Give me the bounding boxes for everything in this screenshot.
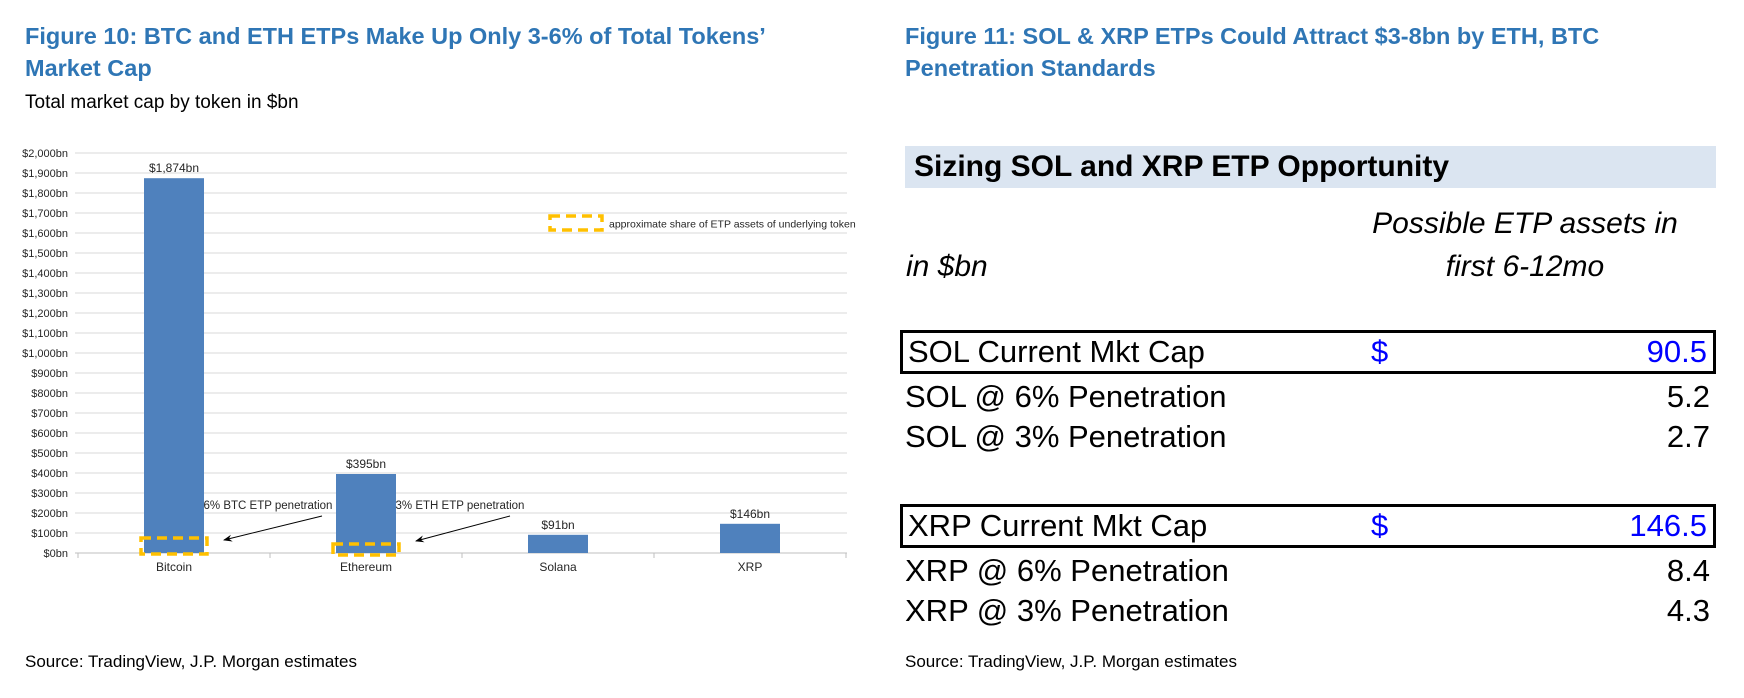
figure10-subtitle: Total market cap by token in $bn xyxy=(25,92,299,113)
table-row-sol-3pct: SOL @ 3% Penetration 2.7 xyxy=(900,417,1716,457)
y-axis-tick-label: $1,700bn xyxy=(22,208,68,220)
row-value: 2.7 xyxy=(1666,419,1710,454)
y-axis-tick-label: $200bn xyxy=(31,508,68,520)
figure10-title: Figure 10: BTC and ETH ETPs Make Up Only… xyxy=(25,23,765,81)
row-value: 8.4 xyxy=(1666,553,1710,588)
row-value: 4.3 xyxy=(1666,593,1710,628)
y-axis-tick-label: $1,900bn xyxy=(22,168,68,180)
row-label: SOL Current Mkt Cap xyxy=(908,334,1205,369)
y-axis-tick-label: $700bn xyxy=(31,408,68,420)
column-header-line2: first 6-12mo xyxy=(1445,250,1605,283)
bar-ethereum xyxy=(336,474,396,553)
table-row-sol-6pct: SOL @ 6% Penetration 5.2 xyxy=(900,377,1716,417)
sizing-table-title: Sizing SOL and XRP ETP Opportunity xyxy=(905,146,1716,188)
row-label: SOL @ 3% Penetration xyxy=(905,419,1227,454)
row-label: XRP @ 6% Penetration xyxy=(905,553,1229,588)
bar-value-label: $395bn xyxy=(346,457,386,471)
x-axis-category-label: Ethereum xyxy=(340,560,392,574)
etp-share-box-bitcoin xyxy=(139,536,209,556)
column-header-in-bn: in $bn xyxy=(906,250,988,283)
y-axis-tick-label: $1,500bn xyxy=(22,248,68,260)
y-axis-tick-label: $0bn xyxy=(44,548,68,560)
y-axis-tick-label: $2,000bn xyxy=(22,148,68,160)
bar-value-label: $91bn xyxy=(541,518,574,532)
x-axis-category-label: Solana xyxy=(539,560,577,574)
y-axis-tick-label: $600bn xyxy=(31,428,68,440)
row-value: 146.5 xyxy=(1629,508,1707,543)
y-axis-tick-label: $300bn xyxy=(31,488,68,500)
annotation-ethereum: 3% ETH ETP penetration xyxy=(396,500,525,512)
table-row-xrp-6pct: XRP @ 6% Penetration 8.4 xyxy=(900,551,1716,591)
row-label: XRP Current Mkt Cap xyxy=(908,508,1208,543)
bar-solana xyxy=(528,534,588,553)
table-row-sol-current-mkt-cap: SOL Current Mkt Cap $ 90.5 xyxy=(900,330,1716,374)
y-axis-tick-label: $1,100bn xyxy=(22,328,68,340)
currency-symbol: $ xyxy=(1371,334,1389,369)
currency-symbol: $ xyxy=(1371,508,1389,543)
figure11-title: Figure 11: SOL & XRP ETPs Could Attract … xyxy=(905,23,1600,81)
bar-value-label: $146bn xyxy=(730,507,770,521)
legend-dashed-box xyxy=(548,214,604,232)
etp-share-box-ethereum xyxy=(331,542,401,557)
column-header-line1: Possible ETP assets in xyxy=(1372,207,1678,240)
y-axis-tick-label: $1,200bn xyxy=(22,308,68,320)
y-axis-tick-label: $100bn xyxy=(31,528,68,540)
annotation-bitcoin: 6% BTC ETP penetration xyxy=(204,500,333,512)
x-axis-category-label: Bitcoin xyxy=(156,560,192,574)
y-axis-tick-label: $1,600bn xyxy=(22,228,68,240)
bar-bitcoin xyxy=(144,178,204,553)
annotation-arrow xyxy=(415,515,511,543)
annotation-arrow xyxy=(223,515,323,542)
y-axis-tick-label: $1,300bn xyxy=(22,288,68,300)
column-header-possible-etp-assets: Possible ETP assets in first 6-12mo xyxy=(1345,202,1705,288)
x-axis-category-label: XRP xyxy=(738,560,763,574)
figure11-source: Source: TradingView, J.P. Morgan estimat… xyxy=(905,652,1237,671)
table-row-xrp-current-mkt-cap: XRP Current Mkt Cap $ 146.5 xyxy=(900,504,1716,548)
y-axis-tick-label: $1,400bn xyxy=(22,268,68,280)
row-label: XRP @ 3% Penetration xyxy=(905,593,1229,628)
legend-label: approximate share of ETP assets of under… xyxy=(609,219,856,231)
table-row-xrp-3pct: XRP @ 3% Penetration 4.3 xyxy=(900,591,1716,631)
y-axis-tick-label: $1,000bn xyxy=(22,348,68,360)
market-cap-bar-chart: $0bn $100bn $200bn $300bn $400bn $500bn $600bn… xyxy=(22,148,856,574)
row-value: 5.2 xyxy=(1666,379,1710,414)
y-axis-tick-label: $800bn xyxy=(31,388,68,400)
figure10-source: Source: TradingView, J.P. Morgan estimat… xyxy=(25,652,357,671)
row-value: 90.5 xyxy=(1646,334,1707,369)
y-axis-tick-label: $1,800bn xyxy=(22,188,68,200)
bar-value-label: $1,874bn xyxy=(149,161,199,175)
y-axis-tick-label: $900bn xyxy=(31,368,68,380)
y-axis-tick-label: $500bn xyxy=(31,448,68,460)
y-axis-tick-label: $400bn xyxy=(31,468,68,480)
row-label: SOL @ 6% Penetration xyxy=(905,379,1227,414)
bar-xrp xyxy=(720,523,780,553)
